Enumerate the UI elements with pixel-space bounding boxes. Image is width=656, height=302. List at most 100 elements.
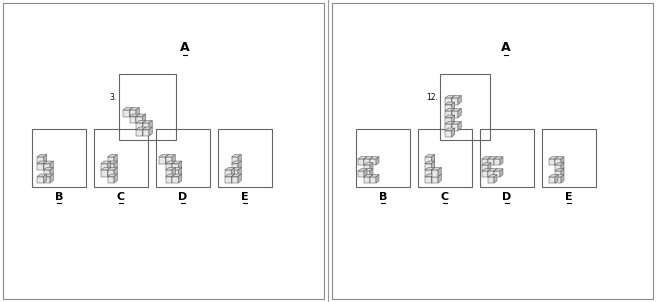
Bar (123, 110, 129, 117)
Polygon shape (108, 168, 111, 176)
Text: 3.: 3. (110, 94, 117, 102)
Bar (425, 176, 432, 183)
Polygon shape (445, 102, 455, 104)
Polygon shape (136, 108, 139, 117)
Polygon shape (159, 155, 169, 157)
Polygon shape (488, 175, 497, 177)
Bar (136, 130, 142, 136)
Polygon shape (37, 155, 47, 157)
Polygon shape (50, 174, 53, 183)
Polygon shape (376, 175, 379, 183)
Text: E: E (565, 192, 573, 202)
Bar (332, 3, 653, 299)
Polygon shape (136, 114, 139, 123)
Polygon shape (108, 155, 117, 157)
Bar (555, 159, 561, 165)
Polygon shape (445, 128, 455, 130)
Polygon shape (129, 114, 139, 117)
Polygon shape (178, 174, 182, 183)
Polygon shape (364, 169, 373, 171)
Bar (129, 110, 136, 117)
Polygon shape (108, 174, 117, 176)
Bar (555, 177, 561, 183)
Polygon shape (370, 175, 379, 177)
Polygon shape (432, 155, 435, 163)
Polygon shape (172, 161, 175, 170)
Text: 12.: 12. (426, 94, 438, 102)
Bar (136, 117, 142, 123)
Polygon shape (364, 175, 373, 177)
Polygon shape (129, 108, 133, 117)
Polygon shape (142, 127, 152, 130)
Polygon shape (555, 157, 558, 165)
Polygon shape (178, 161, 182, 170)
Bar (482, 165, 488, 171)
Bar (101, 163, 108, 170)
Polygon shape (129, 108, 139, 110)
Bar (108, 157, 114, 163)
Polygon shape (432, 161, 435, 170)
Bar (555, 171, 561, 177)
Bar (43, 176, 50, 183)
Polygon shape (232, 155, 241, 157)
Polygon shape (561, 157, 564, 165)
Bar (43, 163, 50, 170)
Bar (432, 176, 438, 183)
Polygon shape (172, 174, 175, 183)
Bar (451, 111, 458, 117)
Polygon shape (445, 121, 455, 124)
Bar (364, 165, 370, 171)
Polygon shape (50, 161, 53, 170)
Polygon shape (549, 175, 558, 177)
Bar (370, 159, 376, 165)
Polygon shape (370, 175, 373, 183)
Text: B: B (379, 192, 387, 202)
Bar (232, 157, 238, 163)
Polygon shape (172, 161, 182, 163)
Polygon shape (358, 157, 367, 159)
Bar (218, 129, 272, 187)
Polygon shape (500, 169, 503, 177)
Polygon shape (114, 174, 117, 183)
Bar (43, 170, 50, 176)
Polygon shape (488, 157, 497, 159)
Polygon shape (101, 161, 111, 163)
Polygon shape (445, 115, 455, 117)
Polygon shape (178, 168, 182, 176)
Polygon shape (451, 121, 455, 130)
Polygon shape (425, 168, 435, 170)
Bar (445, 117, 451, 124)
Polygon shape (432, 174, 435, 183)
Bar (364, 159, 370, 165)
Polygon shape (232, 168, 241, 170)
Polygon shape (451, 108, 455, 117)
Bar (488, 159, 494, 165)
Polygon shape (172, 168, 182, 170)
Bar (432, 170, 438, 176)
Polygon shape (549, 157, 558, 159)
Bar (358, 159, 364, 165)
Bar (364, 177, 370, 183)
Polygon shape (43, 174, 53, 176)
Polygon shape (488, 157, 491, 165)
Bar (37, 176, 43, 183)
Bar (136, 123, 142, 130)
Polygon shape (370, 163, 373, 171)
Polygon shape (500, 157, 503, 165)
Polygon shape (165, 174, 175, 176)
Text: A: A (501, 41, 511, 54)
Polygon shape (425, 155, 435, 157)
Bar (451, 124, 458, 130)
Polygon shape (451, 95, 461, 98)
Polygon shape (425, 161, 435, 163)
Polygon shape (458, 121, 461, 130)
Polygon shape (50, 168, 53, 176)
Polygon shape (136, 114, 146, 117)
Polygon shape (445, 108, 455, 111)
Text: A: A (180, 41, 190, 54)
Polygon shape (165, 161, 175, 163)
Polygon shape (142, 120, 146, 130)
Polygon shape (238, 161, 241, 170)
Bar (129, 117, 136, 123)
Polygon shape (232, 174, 235, 183)
